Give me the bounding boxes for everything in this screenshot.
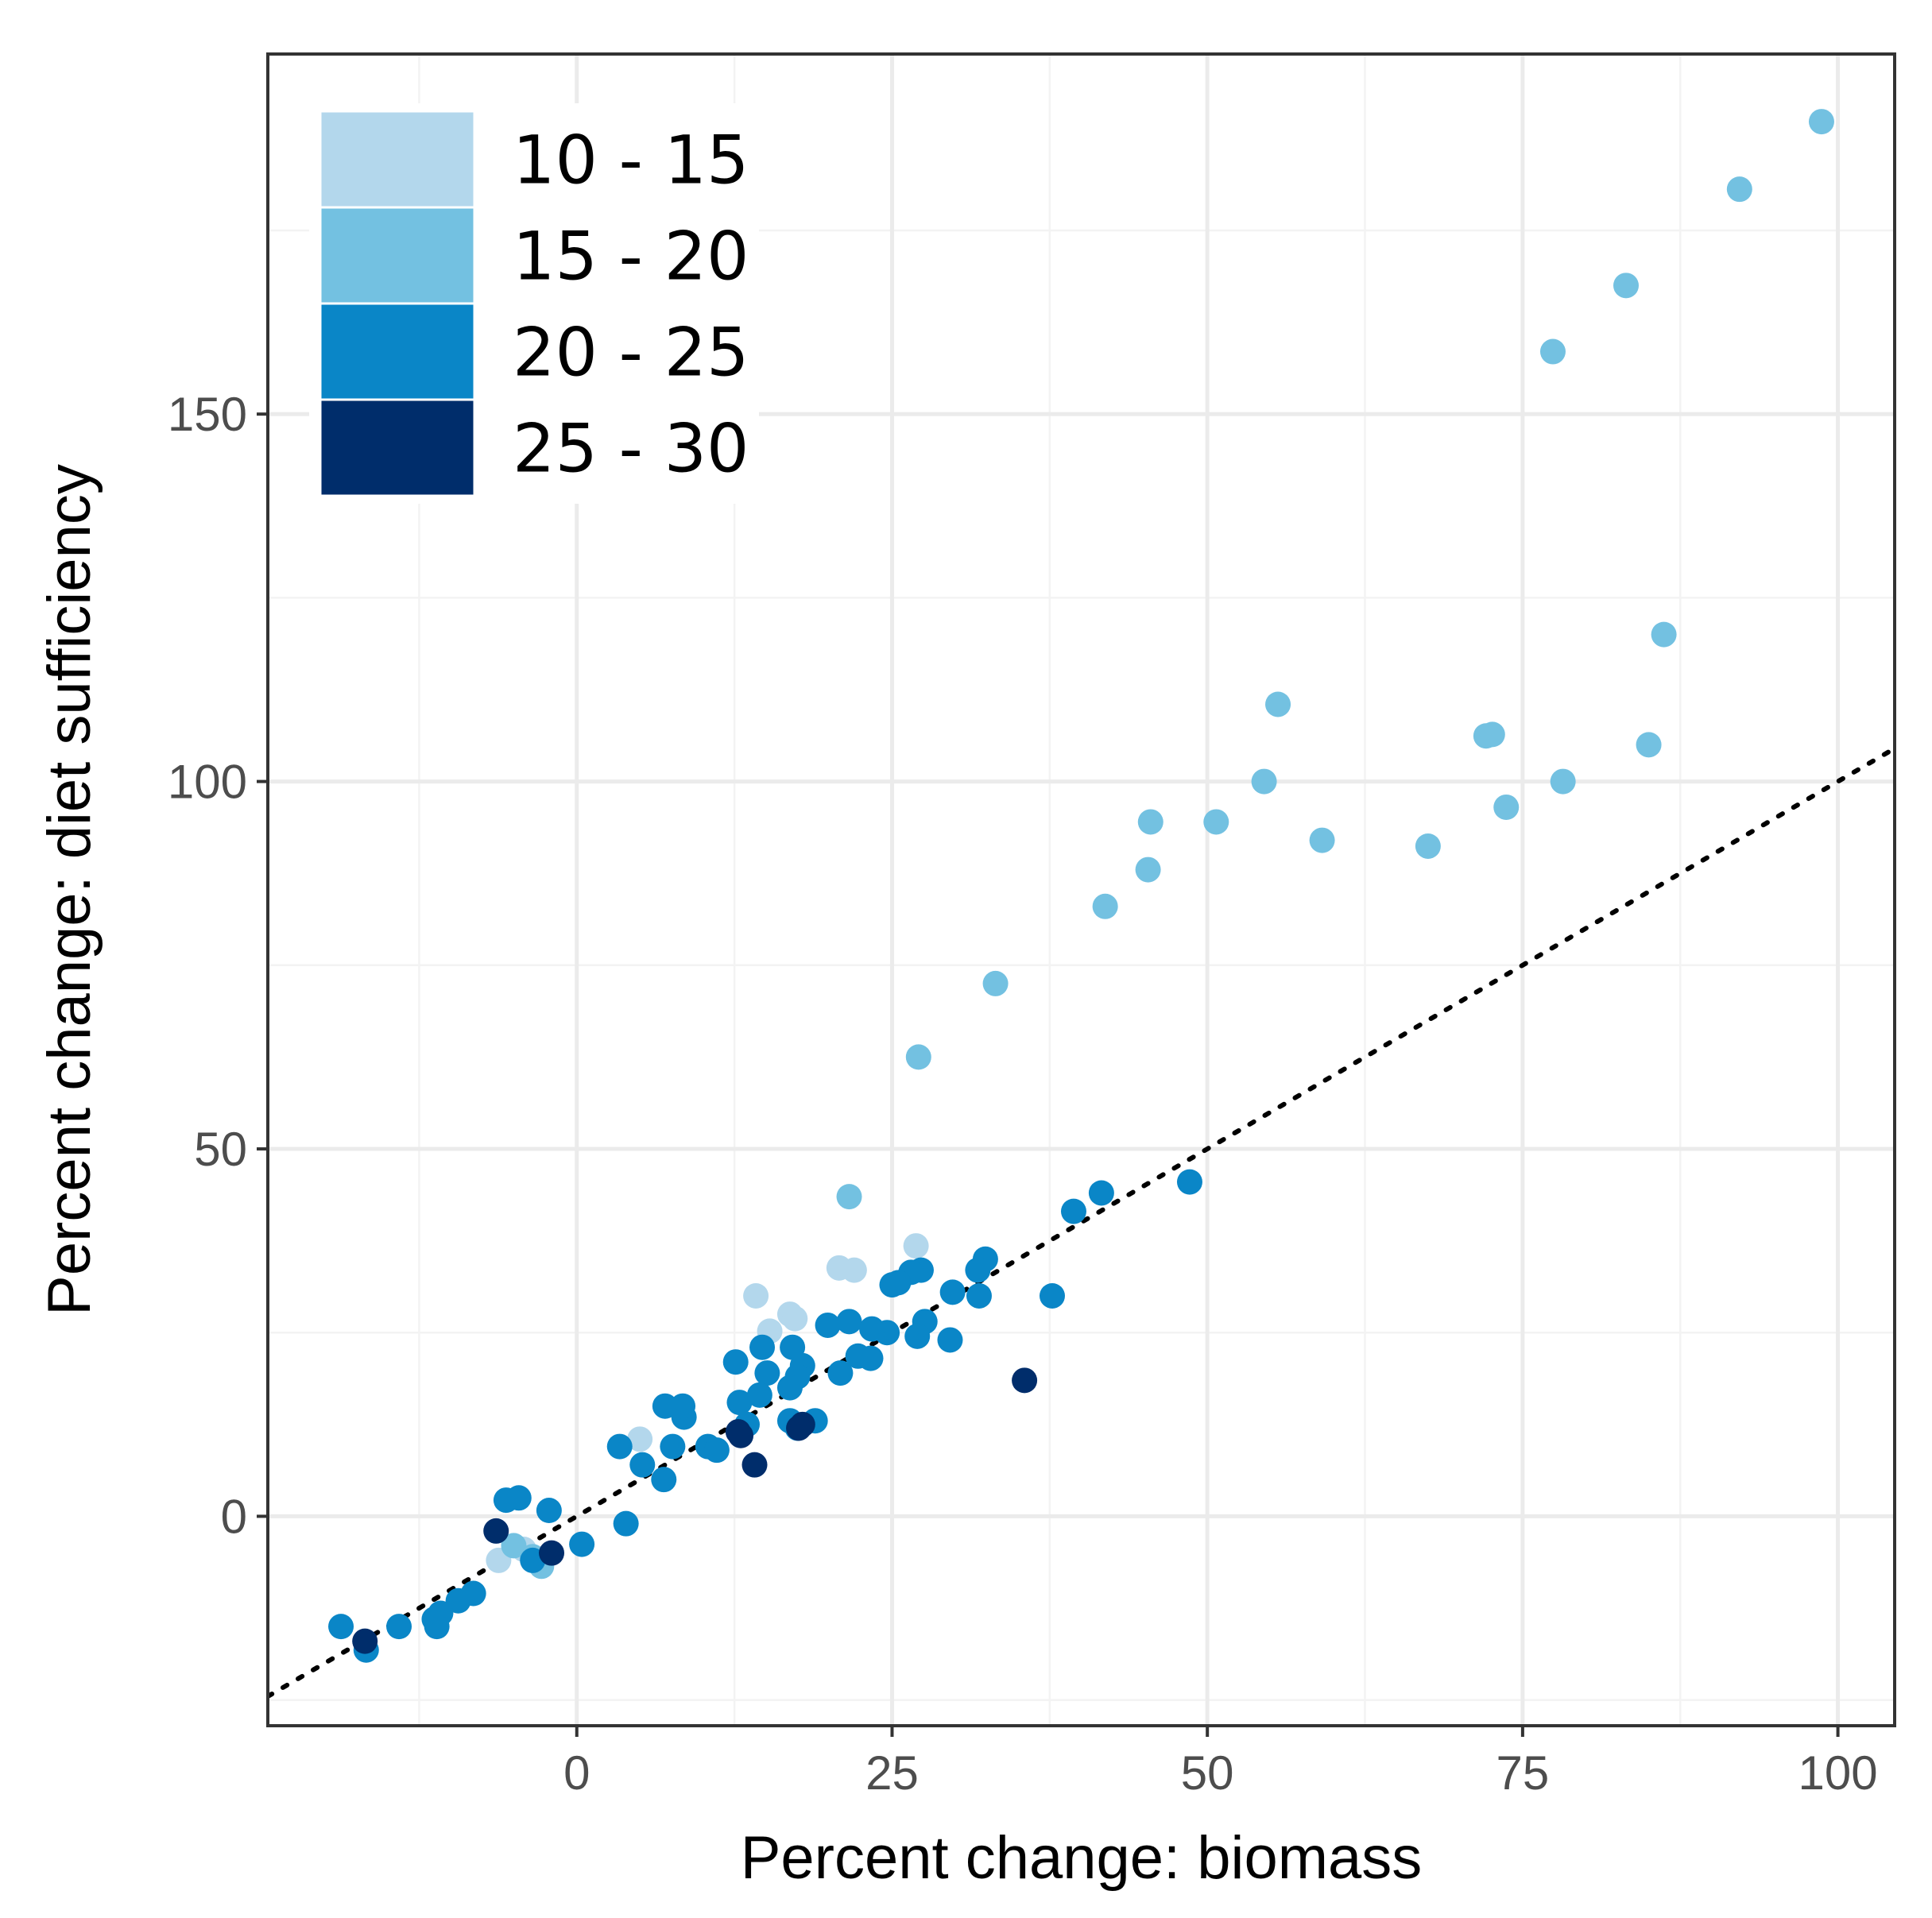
series-25-30 — [352, 1367, 1038, 1654]
data-point — [845, 1343, 871, 1369]
legend-key — [319, 206, 476, 305]
gridlines — [268, 54, 1895, 1726]
data-point — [982, 970, 1009, 996]
data-point — [651, 1467, 677, 1493]
x-tick-label: 50 — [1181, 1746, 1234, 1800]
y-tick-label: 150 — [168, 388, 247, 441]
data-point — [815, 1312, 841, 1338]
data-point — [722, 1349, 749, 1375]
data-point — [728, 1422, 754, 1448]
data-point — [836, 1184, 862, 1210]
y-tick-label: 100 — [168, 756, 247, 809]
data-point — [501, 1533, 527, 1559]
data-point — [652, 1393, 678, 1419]
x-tick-label: 75 — [1496, 1746, 1550, 1800]
data-point — [879, 1272, 905, 1298]
data-point — [780, 1334, 806, 1360]
data-point — [746, 1382, 772, 1408]
data-point — [903, 1233, 929, 1259]
data-point — [965, 1257, 991, 1283]
data-point — [1493, 794, 1520, 820]
data-point — [352, 1628, 378, 1654]
data-point — [841, 1257, 867, 1283]
data-point — [613, 1510, 639, 1537]
data-point — [939, 1279, 966, 1305]
series-20-25 — [328, 1169, 1202, 1663]
data-point — [836, 1309, 862, 1335]
data-point — [1651, 621, 1677, 648]
data-point — [905, 1044, 931, 1070]
data-point — [328, 1614, 354, 1640]
data-point — [1088, 1180, 1114, 1206]
data-point — [1265, 691, 1291, 717]
plot-border — [266, 52, 1896, 1727]
data-point — [536, 1498, 562, 1524]
y-tick-label: 50 — [194, 1123, 247, 1176]
data-point — [460, 1580, 486, 1607]
data-point — [539, 1540, 565, 1566]
data-point — [421, 1606, 447, 1632]
legend-label: 25 - 30 — [513, 410, 749, 488]
data-point — [1203, 809, 1229, 835]
data-point — [1539, 338, 1566, 365]
data-point — [629, 1452, 656, 1478]
data-point — [1550, 768, 1576, 795]
data-point — [741, 1452, 768, 1478]
data-point — [505, 1485, 532, 1511]
data-point — [1479, 721, 1505, 748]
data-point — [386, 1614, 412, 1640]
data-point — [827, 1360, 854, 1386]
legend-key — [319, 302, 476, 401]
y-tick-label: 0 — [221, 1490, 247, 1543]
data-point — [966, 1282, 992, 1309]
data-point — [904, 1323, 931, 1349]
data-point — [660, 1433, 686, 1460]
data-point — [569, 1531, 595, 1557]
x-tick-label: 25 — [865, 1746, 919, 1800]
data-point — [1636, 732, 1662, 758]
data-point — [1040, 1282, 1066, 1309]
data-point — [743, 1282, 769, 1309]
legend-key — [319, 398, 476, 497]
data-point — [782, 1305, 808, 1332]
x-tick-label: 100 — [1798, 1746, 1878, 1800]
data-point — [776, 1375, 803, 1401]
data-point — [1092, 893, 1118, 919]
data-point — [1060, 1198, 1086, 1224]
data-points — [328, 109, 1834, 1663]
data-point — [670, 1393, 696, 1419]
data-point — [1415, 833, 1441, 859]
data-point — [859, 1316, 885, 1342]
data-point — [1251, 768, 1277, 795]
data-point — [1012, 1367, 1038, 1394]
data-point — [1808, 109, 1834, 135]
data-point — [483, 1518, 509, 1544]
y-axis-title: Percent change: diet sufficiency — [36, 464, 103, 1316]
data-point — [786, 1415, 812, 1441]
data-point — [749, 1334, 776, 1360]
data-point — [1135, 857, 1161, 883]
data-point — [627, 1426, 653, 1452]
data-point — [1137, 809, 1163, 835]
data-point — [754, 1360, 780, 1386]
data-point — [1613, 273, 1640, 299]
legend-key — [319, 110, 476, 209]
data-point — [703, 1437, 730, 1464]
legend: 10 - 15 15 - 20 20 - 25 25 - 30 — [309, 103, 759, 504]
x-axis-title: Percent change: biomass — [741, 1824, 1423, 1892]
legend-label: 10 - 15 — [513, 122, 749, 199]
data-point — [606, 1433, 633, 1460]
x-tick-label: 0 — [563, 1746, 590, 1800]
data-point — [1309, 827, 1335, 853]
data-point — [1726, 176, 1752, 203]
data-point — [1176, 1169, 1202, 1195]
data-point — [937, 1327, 963, 1353]
reference-line-y-equals-x — [268, 745, 1895, 1700]
legend-label: 15 - 20 — [513, 218, 749, 296]
legend-label: 20 - 25 — [513, 314, 749, 392]
data-point — [726, 1390, 753, 1416]
